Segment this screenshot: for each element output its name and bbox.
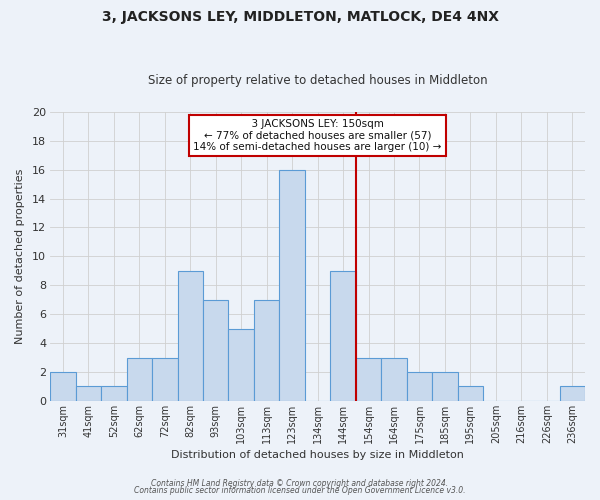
Y-axis label: Number of detached properties: Number of detached properties [15, 168, 25, 344]
Bar [407, 372, 432, 401]
Bar [458, 386, 483, 401]
X-axis label: Distribution of detached houses by size in Middleton: Distribution of detached houses by size … [171, 450, 464, 460]
Bar [76, 386, 101, 401]
Text: Contains HM Land Registry data © Crown copyright and database right 2024.: Contains HM Land Registry data © Crown c… [151, 478, 449, 488]
Bar [381, 358, 407, 401]
Bar [356, 358, 381, 401]
Bar [432, 372, 458, 401]
Bar [560, 386, 585, 401]
Text: 3 JACKSONS LEY: 150sqm  
← 77% of detached houses are smaller (57)
14% of semi-d: 3 JACKSONS LEY: 150sqm ← 77% of detached… [193, 119, 442, 152]
Bar [127, 358, 152, 401]
Bar [50, 372, 76, 401]
Bar [101, 386, 127, 401]
Bar [331, 271, 356, 401]
Bar [203, 300, 229, 401]
Bar [229, 328, 254, 401]
Bar [280, 170, 305, 401]
Bar [152, 358, 178, 401]
Title: Size of property relative to detached houses in Middleton: Size of property relative to detached ho… [148, 74, 487, 87]
Text: 3, JACKSONS LEY, MIDDLETON, MATLOCK, DE4 4NX: 3, JACKSONS LEY, MIDDLETON, MATLOCK, DE4… [101, 10, 499, 24]
Text: Contains public sector information licensed under the Open Government Licence v3: Contains public sector information licen… [134, 486, 466, 495]
Bar [254, 300, 280, 401]
Bar [178, 271, 203, 401]
